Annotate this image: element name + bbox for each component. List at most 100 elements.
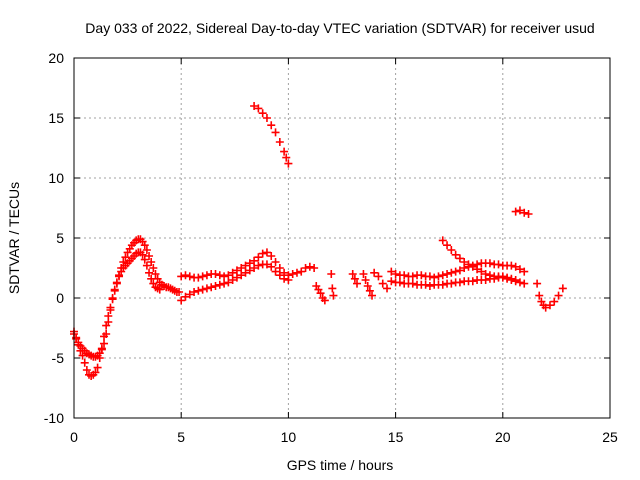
data-point	[455, 254, 464, 263]
data-point	[511, 276, 520, 284]
data-point	[245, 266, 254, 275]
series-afternoon-upper	[387, 259, 529, 282]
data-point	[425, 272, 434, 281]
data-point	[211, 270, 220, 278]
data-point	[220, 272, 229, 281]
data-point	[198, 272, 207, 281]
data-point	[443, 270, 452, 278]
data-point	[145, 252, 154, 260]
data-point	[280, 147, 289, 156]
data-point	[224, 278, 233, 287]
data-point	[175, 288, 184, 296]
data-point	[110, 285, 119, 294]
data-point	[554, 291, 563, 300]
data-point	[254, 253, 263, 262]
data-point	[507, 261, 516, 270]
data-point	[498, 272, 507, 281]
data-point	[93, 363, 102, 372]
data-point	[100, 339, 109, 348]
data-point	[211, 282, 220, 290]
data-point	[515, 206, 524, 215]
data-point	[533, 279, 542, 288]
data-point	[267, 121, 276, 130]
data-point	[185, 290, 194, 299]
data-point	[438, 236, 447, 245]
data-point	[408, 272, 417, 281]
data-point	[181, 292, 190, 301]
data-point	[447, 246, 456, 254]
data-point	[350, 274, 359, 283]
data-point	[190, 288, 199, 296]
grid	[74, 58, 610, 418]
x-tick-label: 5	[177, 429, 185, 445]
data-point	[507, 274, 516, 283]
data-point	[254, 261, 263, 270]
data-point	[284, 159, 293, 168]
data-point	[387, 277, 396, 286]
data-point	[104, 318, 113, 326]
data-point	[515, 265, 524, 274]
data-point	[477, 267, 486, 276]
data-point	[368, 291, 377, 300]
data-point	[177, 272, 186, 281]
data-point	[421, 280, 430, 289]
y-tick-label: 15	[48, 110, 64, 126]
data-point	[138, 250, 147, 259]
data-point	[258, 249, 267, 258]
data-points	[70, 102, 567, 380]
data-point	[408, 279, 417, 288]
data-point	[151, 270, 160, 278]
series-late-segment	[533, 279, 567, 312]
data-point	[228, 268, 237, 277]
data-point	[434, 272, 443, 281]
data-point	[359, 270, 368, 278]
series-short-segments	[312, 268, 392, 305]
data-point	[140, 241, 149, 250]
data-point	[383, 284, 392, 293]
data-point	[460, 258, 469, 266]
data-point	[353, 279, 362, 288]
axis-ticks	[73, 57, 611, 419]
y-axis-label: SDTVAR / TECUs	[6, 182, 22, 294]
data-point	[108, 294, 117, 302]
data-point	[275, 271, 284, 280]
data-point	[224, 271, 233, 280]
data-point	[102, 330, 111, 338]
data-point	[271, 128, 280, 137]
data-point	[515, 278, 524, 287]
data-point	[97, 345, 106, 354]
data-point	[395, 278, 404, 287]
data-point	[328, 284, 337, 293]
series-lower-branch	[70, 248, 164, 361]
data-point	[121, 253, 130, 262]
data-point	[438, 271, 447, 280]
y-tick-label: 20	[48, 50, 64, 66]
data-point	[237, 271, 246, 280]
data-point	[451, 250, 460, 259]
data-point	[147, 258, 156, 266]
data-point	[485, 271, 494, 280]
data-point	[511, 207, 520, 216]
data-point	[391, 270, 400, 278]
data-point	[370, 268, 379, 277]
data-point	[215, 280, 224, 289]
x-axis-label: GPS time / hours	[287, 457, 394, 473]
data-point	[387, 267, 396, 276]
x-tick-label: 0	[70, 429, 78, 445]
series-isolated-cluster	[511, 206, 533, 218]
data-point	[142, 246, 151, 254]
data-point	[280, 274, 289, 283]
data-point	[348, 270, 357, 278]
data-point	[378, 279, 387, 288]
data-point	[115, 272, 124, 281]
series-main-trace	[70, 235, 184, 380]
data-point	[258, 109, 267, 118]
tick-labels: 0 5 10 15 20 25 -10 -5 0 5 10 15 20	[44, 50, 618, 445]
data-point	[275, 264, 284, 272]
data-point	[425, 282, 434, 290]
data-point	[361, 276, 370, 284]
data-point	[438, 280, 447, 289]
data-point	[198, 285, 207, 294]
data-point	[250, 264, 259, 272]
data-point	[310, 264, 319, 272]
